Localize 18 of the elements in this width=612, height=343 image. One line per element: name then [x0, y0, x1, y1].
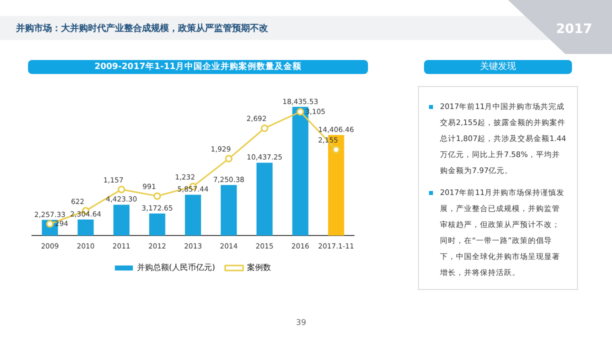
legend-label: 案例数: [247, 263, 272, 272]
point: [296, 108, 304, 116]
bar: [184, 194, 202, 236]
bar: [113, 204, 130, 236]
chart-title: 2009-2017年1-11月中国企业并购案例数量及金额: [28, 60, 368, 74]
text: 39: [296, 318, 306, 327]
text: 关键发现: [424, 60, 572, 74]
text: 并购市场：大并购时代产业整合成规模，政策从严监管预期不改: [16, 22, 268, 35]
point: [118, 186, 126, 194]
bar: [78, 220, 94, 236]
bar: [149, 213, 166, 236]
point: [260, 124, 268, 132]
bar: [256, 162, 273, 236]
point: [332, 146, 340, 154]
point: [225, 154, 233, 162]
legend-label: 并购总额(人民币亿元): [136, 263, 216, 272]
bar: [220, 184, 237, 236]
point: [153, 192, 161, 200]
